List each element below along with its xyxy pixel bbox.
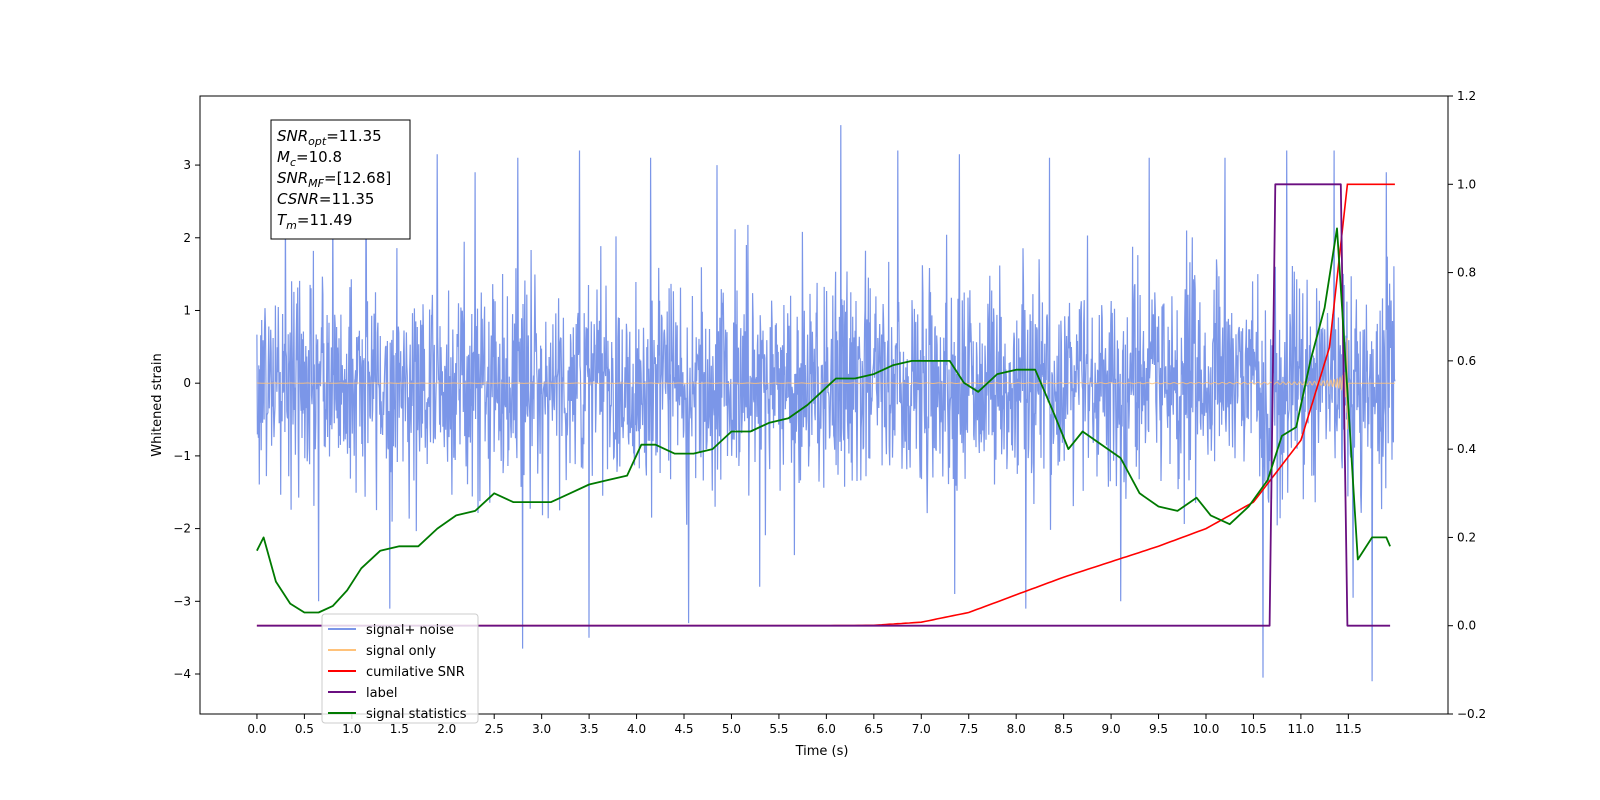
y2-tick-label: 0.4: [1457, 442, 1476, 456]
x-tick-label: 4.5: [674, 722, 693, 736]
x-tick-label: 10.5: [1240, 722, 1267, 736]
legend-label: signal+ noise: [366, 623, 454, 638]
series-signal-statistics-line: [256, 227, 1391, 614]
x-tick-label: 4.0: [627, 722, 646, 736]
x-tick-label: 3.5: [580, 722, 599, 736]
series-label-line: [256, 183, 1391, 627]
legend-label: signal statistics: [366, 707, 467, 722]
y2-tick-label: 1.2: [1457, 89, 1476, 103]
info-box-line: CSNR=11.35: [277, 190, 374, 208]
y-tick-label: −1: [173, 449, 191, 463]
x-tick-label: 6.5: [864, 722, 883, 736]
legend-label: cumilative SNR: [366, 665, 465, 680]
x-tick-label: 11.0: [1288, 722, 1315, 736]
x-tick-label: 2.5: [485, 722, 504, 736]
series-cumulative-snr-line: [256, 183, 1395, 627]
info-box-line: Mc=10.8: [277, 148, 342, 169]
x-tick-label: 1.5: [390, 722, 409, 736]
y-tick-label: −4: [173, 667, 191, 681]
info-box-line: Tm=11.49: [277, 211, 352, 232]
y2-tick-label: 0.8: [1457, 266, 1476, 280]
x-tick-label: 8.0: [1007, 722, 1026, 736]
info-box: SNRopt=11.35Mc=10.8SNRMF=[12.68]CSNR=11.…: [270, 119, 411, 240]
plot-frame: [199, 95, 1449, 715]
series-signal-noise-line: [256, 125, 1396, 682]
x-tick-label: 6.0: [817, 722, 836, 736]
y2-tick-label: 1.0: [1457, 177, 1476, 191]
y-tick-label: 0: [183, 376, 191, 390]
legend: signal+ noise signal only cumilative SNR la…: [321, 613, 479, 724]
x-tick-label: 0.5: [295, 722, 314, 736]
info-box-line: SNRMF=[12.68]: [277, 169, 391, 190]
x-tick-label: 3.0: [532, 722, 551, 736]
x-tick-label: 10.0: [1193, 722, 1220, 736]
legend-label: signal only: [366, 644, 436, 659]
y-axis-label: Whitened strain: [150, 353, 165, 456]
x-tick-label: 5.0: [722, 722, 741, 736]
y-tick-label: 2: [183, 231, 191, 245]
y2-tick-label: 0.0: [1457, 619, 1476, 633]
x-tick-label: 2.0: [437, 722, 456, 736]
y2-tick-label: 0.2: [1457, 530, 1476, 544]
x-tick-label: 0.0: [247, 722, 266, 736]
y-tick-label: −3: [173, 594, 191, 608]
y2-tick-label: 0.6: [1457, 354, 1476, 368]
x-tick-label: 7.0: [912, 722, 931, 736]
x-tick-label: 11.5: [1335, 722, 1362, 736]
legend-label: label: [366, 686, 397, 701]
x-axis-label: Time (s): [795, 744, 849, 759]
x-tick-label: 9.0: [1102, 722, 1121, 736]
y-tick-label: 1: [183, 303, 191, 317]
x-tick-label: 9.5: [1149, 722, 1168, 736]
y-tick-label: −2: [173, 522, 191, 536]
y-tick-label: 3: [183, 158, 191, 172]
x-tick-label: 8.5: [1054, 722, 1073, 736]
x-tick-label: 5.5: [769, 722, 788, 736]
y2-tick-label: −0.2: [1457, 707, 1486, 721]
x-tick-label: 7.5: [959, 722, 978, 736]
info-box-line: SNRopt=11.35: [277, 127, 382, 148]
x-tick-label: 1.0: [342, 722, 361, 736]
series-signal-only-line: [256, 337, 1395, 430]
